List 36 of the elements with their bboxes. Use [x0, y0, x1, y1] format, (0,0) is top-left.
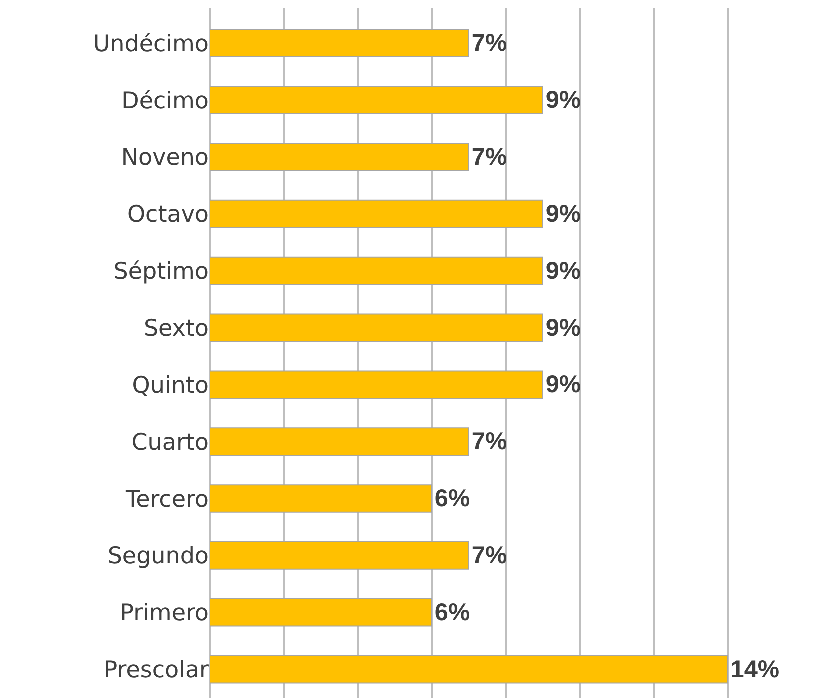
- bar: [210, 598, 432, 627]
- bar: [210, 655, 728, 684]
- bar: [210, 542, 470, 570]
- y-tick-label: Tercero: [124, 486, 209, 513]
- data-label: 14%: [730, 656, 780, 684]
- y-tick-label: Décimo: [122, 88, 209, 114]
- y-tick-label: Octavo: [127, 202, 209, 228]
- y-tick-label: Cuarto: [132, 430, 209, 456]
- bar: [210, 86, 544, 114]
- data-label: 7%: [472, 428, 508, 456]
- y-tick-label: Séptimo: [114, 259, 209, 286]
- bar: [210, 370, 544, 400]
- bar: [210, 256, 544, 286]
- data-label: 6%: [434, 486, 470, 513]
- data-label: 7%: [472, 542, 508, 570]
- y-tick-label: Quinto: [132, 372, 209, 399]
- bar: [210, 143, 470, 172]
- data-label: 9%: [546, 200, 582, 228]
- y-tick-label: Undécimo: [93, 31, 209, 58]
- bar: [210, 484, 432, 513]
- data-label: 6%: [434, 599, 470, 626]
- bar: [210, 428, 470, 456]
- bar: [210, 314, 544, 342]
- y-tick-label: Prescolar: [104, 658, 210, 684]
- data-label: 9%: [546, 87, 582, 114]
- data-label: 7%: [472, 30, 508, 58]
- data-label: 9%: [546, 258, 582, 285]
- y-tick-label: Primero: [120, 600, 209, 627]
- data-label: 9%: [546, 314, 582, 342]
- bar: [210, 200, 544, 228]
- bar: [210, 29, 470, 58]
- data-label: 7%: [472, 144, 508, 171]
- y-tick-label: Noveno: [121, 145, 209, 172]
- y-tick-label: Segundo: [108, 544, 209, 570]
- y-tick-label: Sexto: [144, 316, 209, 342]
- data-label: 9%: [546, 372, 582, 399]
